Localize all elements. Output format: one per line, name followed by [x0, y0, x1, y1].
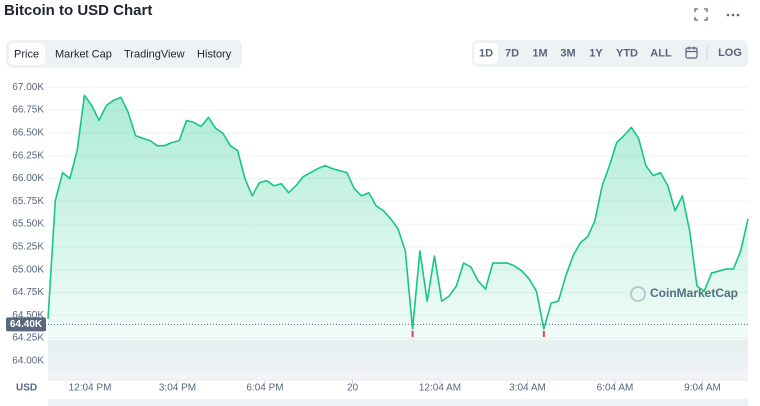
y-tick-label: 65.00K: [12, 264, 44, 275]
scroll-bar[interactable]: [48, 399, 748, 406]
y-tick-label: 66.25K: [12, 150, 44, 161]
y-tick-label: 64.25K: [12, 333, 44, 344]
tab-bar: [6, 40, 242, 68]
currency-label: USD: [16, 383, 37, 394]
range-button[interactable]: YTD: [616, 47, 638, 59]
x-tick-label: 12:04 AM: [419, 383, 461, 394]
x-tick-label: 3:04 PM: [159, 383, 196, 394]
current-price-box: [6, 317, 46, 332]
range-button[interactable]: 1Y: [589, 47, 603, 59]
current-price-label: 64.40K: [10, 319, 43, 330]
price-area: [48, 95, 748, 371]
x-tick-label: 9:04 AM: [684, 383, 721, 394]
y-tick-label: 67.00K: [12, 82, 44, 93]
range-button[interactable]: 1D: [479, 47, 493, 59]
more-icon[interactable]: [726, 13, 740, 17]
x-tick-label: 3:04 AM: [509, 383, 546, 394]
y-tick-label: 64.00K: [12, 356, 44, 367]
tab-selected: [9, 43, 45, 65]
y-tick-label: 66.75K: [12, 105, 44, 116]
tab[interactable]: TradingView: [124, 48, 185, 60]
range-button[interactable]: 7D: [505, 47, 519, 59]
x-tick-label: 20: [347, 383, 359, 394]
price-line: [47, 94, 749, 330]
log-button[interactable]: LOG: [718, 47, 742, 59]
tab[interactable]: Price: [14, 48, 39, 60]
range-button[interactable]: ALL: [650, 47, 672, 59]
x-tick-label: 6:04 PM: [246, 383, 283, 394]
y-tick-label: 65.50K: [12, 219, 44, 230]
fullscreen-icon[interactable]: [694, 8, 708, 21]
range-selected: [474, 43, 498, 64]
low-marker: [542, 330, 545, 337]
y-tick-label: 64.50K: [12, 310, 44, 321]
tab[interactable]: History: [197, 48, 232, 60]
y-tick-label: 64.75K: [12, 287, 44, 298]
x-tick-label: 12:04 PM: [69, 383, 112, 394]
calendar-icon[interactable]: [685, 46, 698, 59]
y-tick-label: 65.75K: [12, 196, 44, 207]
y-tick-label: 66.00K: [12, 173, 44, 184]
range-bar: [472, 40, 748, 67]
y-tick-label: 66.50K: [12, 128, 44, 139]
title: Bitcoin to USD Chart: [4, 2, 152, 19]
x-tick-label: 6:04 AM: [597, 383, 634, 394]
range-button[interactable]: 3M: [560, 47, 575, 59]
low-marker: [411, 330, 414, 337]
y-tick-label: 65.25K: [12, 242, 44, 253]
tab[interactable]: Market Cap: [55, 48, 112, 60]
range-button[interactable]: 1M: [532, 47, 547, 59]
